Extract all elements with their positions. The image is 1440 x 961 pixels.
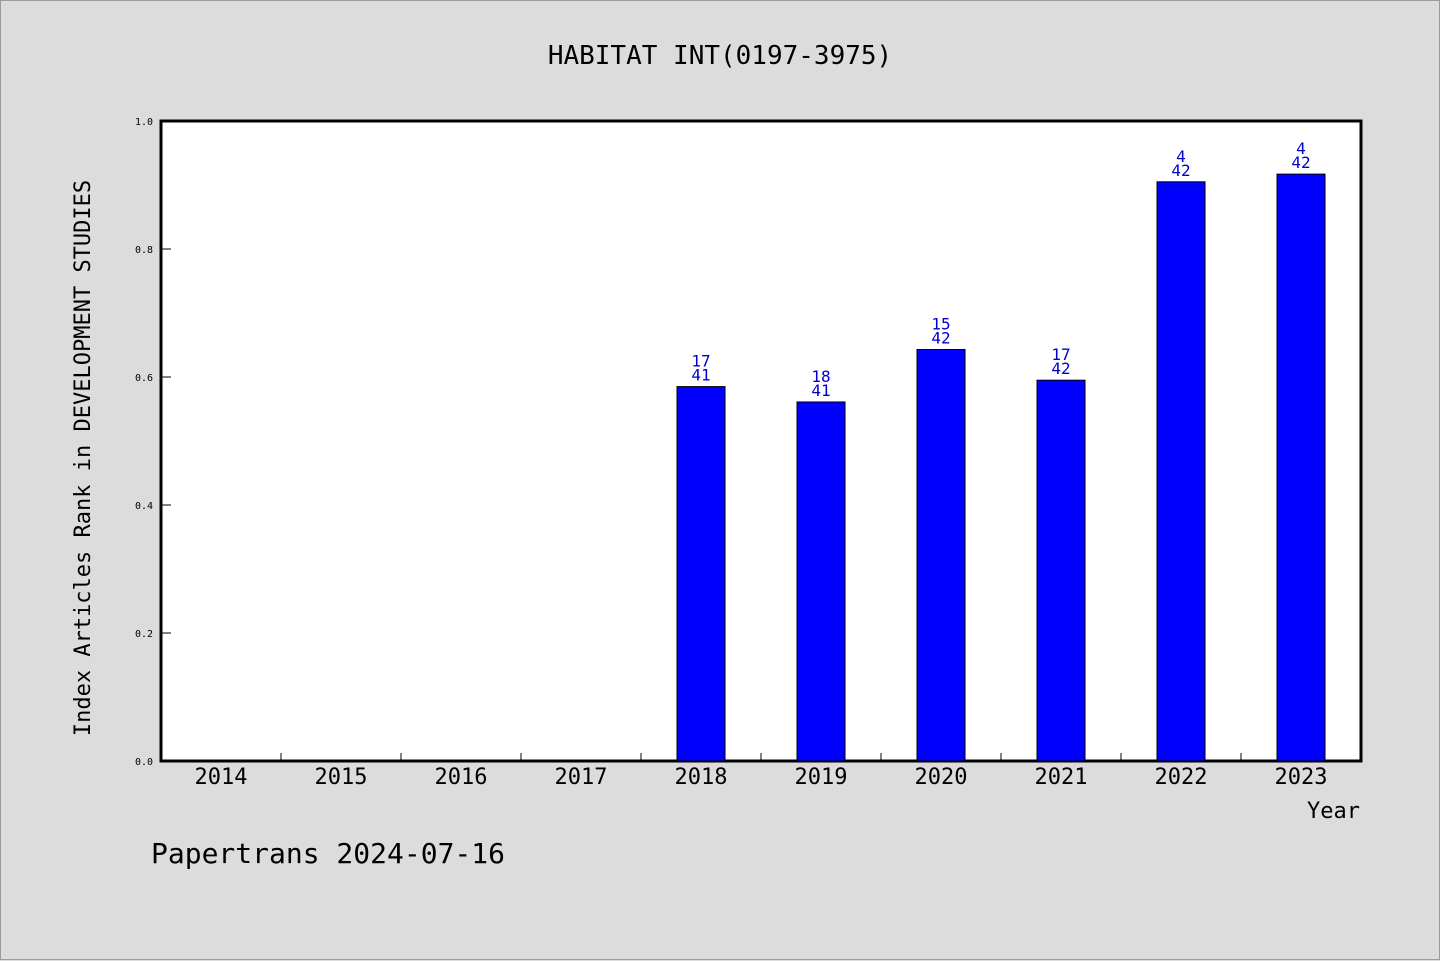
x-tick-label: 2014 (195, 765, 248, 790)
y-tick-label: 1.0 (135, 117, 153, 128)
y-axis-label: Index Articles Rank in DEVELOPMENT STUDI… (71, 180, 96, 736)
bar-rank-label: 18 (811, 367, 830, 386)
bar-total-label: 42 (1051, 359, 1070, 378)
bar-2019 (796, 401, 846, 762)
bar-2020 (916, 348, 966, 762)
bar-2022 (1156, 181, 1206, 762)
y-tick-label: 0.6 (135, 373, 153, 384)
x-axis-label: Year (1307, 799, 1360, 824)
y-tick-label: 0.2 (135, 629, 153, 640)
bar-total-label: 41 (811, 381, 830, 400)
x-tick-label: 2022 (1155, 765, 1208, 790)
x-tick-label: 2023 (1275, 765, 1328, 790)
x-tick-label: 2021 (1035, 765, 1088, 790)
bar-total-label: 42 (1171, 161, 1190, 180)
bar-2021 (1036, 379, 1086, 762)
footer-credit: Papertrans 2024-07-16 (151, 837, 505, 870)
chart-title: HABITAT INT(0197-3975) (548, 41, 892, 71)
x-tick-label: 2017 (555, 765, 608, 790)
x-tick-label: 2020 (915, 765, 968, 790)
axis-ticks: 0.0 0.2 0.4 0.6 0.8 1.0 2014 2015 2016 2017 2018 20… (135, 117, 1328, 790)
bar-rank-label: 17 (1051, 345, 1070, 364)
bar-rank-label: 4 (1176, 147, 1186, 166)
bar-total-label: 42 (1291, 153, 1310, 172)
bar-2023 (1276, 173, 1326, 762)
y-tick-label: 0.4 (135, 501, 153, 512)
bar-rank-label: 15 (931, 314, 950, 333)
y-tick-label: 0.0 (135, 757, 153, 768)
x-tick-label: 2016 (435, 765, 488, 790)
x-tick-label: 2015 (315, 765, 368, 790)
bar-total-label: 41 (691, 366, 710, 385)
y-tick-label: 0.8 (135, 245, 153, 256)
bars (676, 173, 1326, 762)
bar-rank-label: 17 (691, 352, 710, 371)
x-tick-label: 2019 (795, 765, 848, 790)
bar-rank-label: 4 (1296, 139, 1306, 158)
bar-total-label: 42 (931, 328, 950, 347)
x-tick-label: 2018 (675, 765, 728, 790)
bar-2018 (676, 386, 726, 762)
